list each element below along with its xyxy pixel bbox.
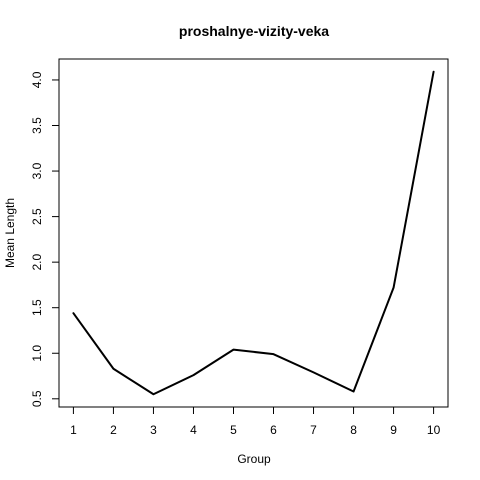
x-tick-label: 7 bbox=[310, 423, 317, 437]
y-axis-label: Mean Length bbox=[3, 198, 17, 268]
y-tick-label: 3.0 bbox=[30, 162, 44, 179]
y-axis: 0.5 1.0 1.5 2.0 2.5 3.0 3.5 4.0 bbox=[30, 71, 59, 407]
x-tick-label: 4 bbox=[190, 423, 197, 437]
y-tick-label: 1.5 bbox=[30, 299, 44, 316]
y-tick-label: 4.0 bbox=[30, 71, 44, 88]
x-tick-label: 1 bbox=[70, 423, 77, 437]
y-tick-label: 3.5 bbox=[30, 117, 44, 134]
x-tick-label: 3 bbox=[150, 423, 157, 437]
y-tick-label: 0.5 bbox=[30, 390, 44, 407]
plot-frame bbox=[58, 58, 449, 408]
y-tick-label: 2.0 bbox=[30, 253, 44, 270]
x-tick-label: 5 bbox=[230, 423, 237, 437]
x-tick-label: 9 bbox=[390, 423, 397, 437]
y-tick-label: 2.5 bbox=[30, 208, 44, 225]
x-tick-label: 2 bbox=[110, 423, 117, 437]
x-axis: 1 2 3 4 5 6 7 8 9 10 bbox=[70, 407, 441, 437]
y-tick-label: 1.0 bbox=[30, 345, 44, 362]
x-tick-label: 8 bbox=[350, 423, 357, 437]
chart-title: proshalnye-vizity-veka bbox=[179, 23, 329, 39]
x-tick-label: 6 bbox=[270, 423, 277, 437]
x-axis-label: Group bbox=[237, 452, 271, 466]
x-tick-label: 10 bbox=[427, 423, 441, 437]
series-line bbox=[72, 70, 435, 396]
